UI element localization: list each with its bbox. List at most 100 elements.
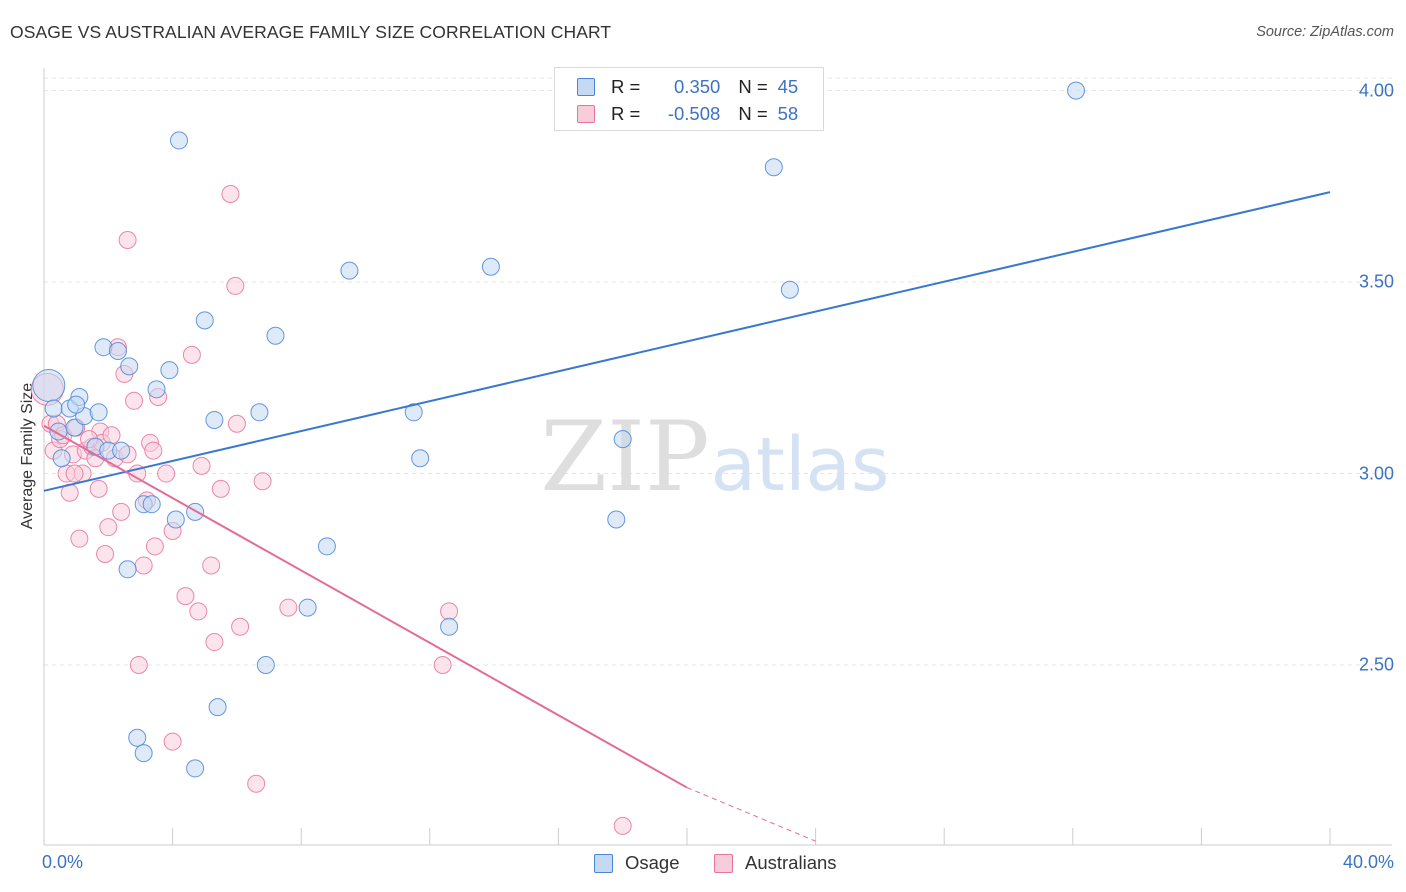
australians-point [253,472,272,491]
correlation-legend: R = 0.350 N = 45 R = -0.508 N = 58 [554,67,824,131]
osage-point [186,759,205,778]
australians-point [182,345,201,364]
osage-point [118,560,137,579]
australians-point [118,230,137,249]
legend-n-label: N = [738,76,768,97]
australians-point [433,656,452,675]
osage-point [195,311,214,330]
australians-point [221,185,240,204]
osage-point [607,510,626,529]
australians-point [145,537,164,556]
osage-point [340,261,359,280]
y-tick-label: 3.50 [1358,271,1394,292]
australians-point [440,602,459,621]
legend-r-label: R = [611,76,641,97]
osage-point [65,418,84,437]
x-tick-min: 0.0% [42,852,84,872]
osage-point [404,403,423,422]
australians-point [129,656,148,675]
australians-point [70,529,89,548]
legend-r-label: R = [611,103,641,124]
osage-trend-line [43,191,1331,492]
australians-point [205,633,224,652]
watermark-zip: ZIP [540,401,709,513]
x-tick-max: 40.0% [1342,852,1394,872]
y-tick-label: 3.00 [1358,463,1394,484]
osage-point [266,326,285,345]
australians-point [176,587,195,606]
osage-point [780,280,799,299]
osage-point [160,361,179,380]
australians-point [163,732,182,751]
osage-point [120,357,139,376]
watermark-atlas: atlas [711,422,890,508]
australians-legend-icon [714,853,733,873]
osage-point [764,158,783,177]
osage-point [256,656,275,675]
osage-n-value: 45 [777,76,799,97]
australians-point [112,502,131,521]
osage-point [108,342,127,361]
australians-point [226,276,245,295]
watermark: ZIP atlas [540,401,889,513]
australians-point [192,456,211,475]
osage-point [250,403,269,422]
australians-point [157,464,176,483]
osage-point [298,598,317,617]
legend-n-label: N = [738,103,768,124]
australians-point [279,598,298,617]
trend-lines [43,191,1331,842]
australians-legend-label: Australians [745,852,837,873]
osage-point [147,380,166,399]
australians-point [613,816,632,835]
australians-point [189,602,208,621]
osage-point [166,510,185,529]
australians-point [99,518,118,537]
osage-point [440,617,459,636]
australians-swatch-icon [577,105,595,123]
australians-point [247,774,266,793]
osage-point [208,698,227,717]
australians-r-value: -0.508 [667,103,721,124]
australians-point [65,464,84,483]
osage-point [170,131,189,150]
osage-points [32,81,1086,778]
bottom-legend-australians: Australians [714,852,837,874]
osage-point [205,410,224,429]
osage-point [1067,81,1086,100]
osage-point [317,537,336,556]
bottom-legend-osage: Osage [594,852,680,874]
chart-title: OSAGE VS AUSTRALIAN AVERAGE FAMILY SIZE … [10,22,612,42]
australians-trend-line [43,424,688,789]
osage-point [142,495,161,514]
osage-point [411,449,430,468]
australians-point [102,426,121,445]
osage-point [89,403,108,422]
y-tick-label: 4.00 [1358,80,1394,101]
osage-legend-icon [594,853,613,873]
legend-row-osage: R = 0.350 N = 45 [577,75,798,99]
australians-trend-extension [686,787,816,842]
y-tick-label: 2.50 [1358,654,1394,675]
grid-lines [44,77,1392,666]
osage-swatch-icon [577,78,595,96]
osage-legend-label: Osage [625,852,680,873]
osage-point [32,368,66,402]
osage-point [481,257,500,276]
osage-point [128,728,147,747]
australians-point [202,556,221,575]
osage-point [52,449,71,468]
osage-point [44,399,63,418]
axes [43,68,1392,846]
australians-point [227,414,246,433]
osage-point [67,395,86,414]
australians-point [144,441,163,460]
source-label: Source: ZipAtlas.com [1256,24,1394,40]
legend-row-australians: R = -0.508 N = 58 [577,102,798,126]
australians-point [89,479,108,498]
australians-point [211,479,230,498]
osage-point [613,430,632,449]
australians-point [231,617,250,636]
australians-n-value: 58 [777,103,799,124]
